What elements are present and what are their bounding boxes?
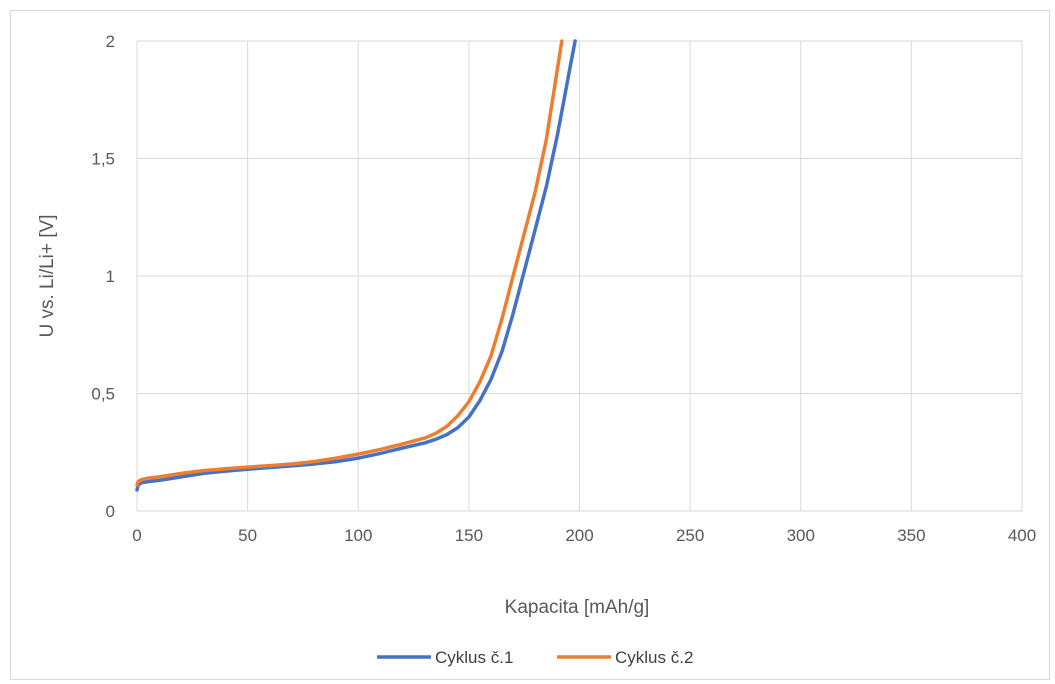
tick-labels: 0 50 100 150 200 250 300 350 400 0 0,5 1 1,5 2 <box>91 32 1036 545</box>
x-tick-label: 300 <box>787 526 815 545</box>
legend: Cyklus č.1 Cyklus č.2 <box>377 648 693 667</box>
x-axis-title: Kapacita [mAh/g] <box>505 597 650 618</box>
plot-area <box>135 39 577 492</box>
legend-label-cyklus-2: Cyklus č.2 <box>615 648 693 667</box>
grid <box>136 40 1023 512</box>
x-tick-label: 400 <box>1008 526 1036 545</box>
y-axis-title: U vs. Li/Li+ [V] <box>37 214 58 337</box>
series-line-1 <box>135 39 577 492</box>
x-tick-label: 150 <box>455 526 483 545</box>
chart-frame: 0 50 100 150 200 250 300 350 400 0 0,5 1 1,5 2 U vs. … <box>10 10 1050 680</box>
y-tick-label: 2 <box>106 32 115 51</box>
x-tick-label: 250 <box>676 526 704 545</box>
y-tick-label: 0,5 <box>91 385 115 404</box>
x-tick-label: 350 <box>897 526 925 545</box>
y-tick-label: 1,5 <box>91 150 115 169</box>
chart: 0 50 100 150 200 250 300 350 400 0 0,5 1 1,5 2 U vs. … <box>37 32 1036 667</box>
y-tick-label: 0 <box>106 502 115 521</box>
x-tick-label: 50 <box>238 526 257 545</box>
x-tick-label: 0 <box>132 526 141 545</box>
legend-label-cyklus-1: Cyklus č.1 <box>435 648 513 667</box>
x-tick-label: 100 <box>344 526 372 545</box>
series-line-2 <box>135 39 564 487</box>
x-tick-label: 200 <box>565 526 593 545</box>
y-tick-label: 1 <box>106 267 115 286</box>
